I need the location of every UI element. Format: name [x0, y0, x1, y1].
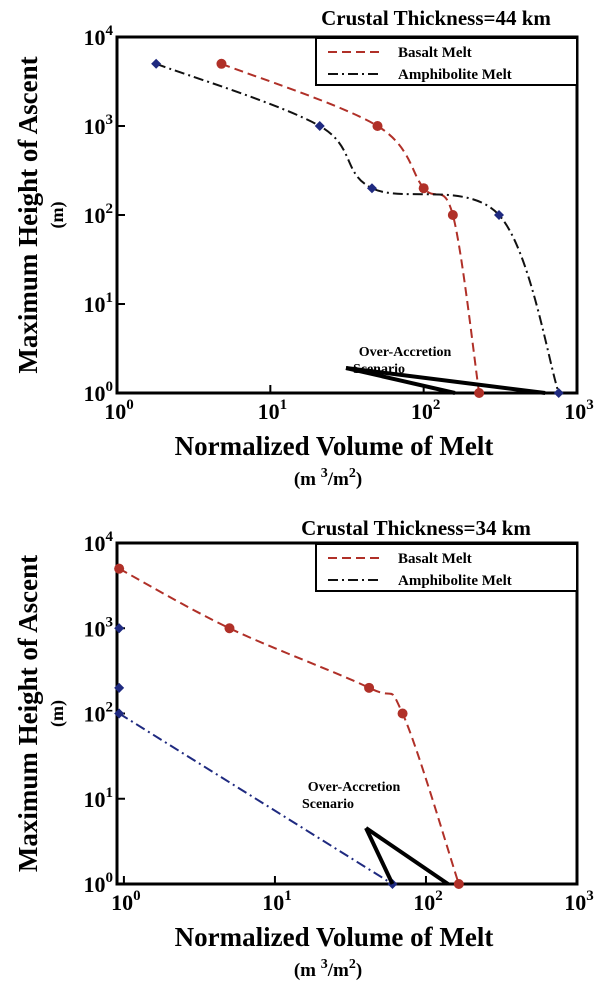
y-axis-label: Maximum Height of Ascent	[13, 555, 43, 872]
x-tick-label: 103	[564, 888, 594, 915]
y-tick-label: 102	[84, 700, 114, 727]
annotation-text: Scenario	[302, 797, 354, 812]
legend-label: Amphibolite Melt	[398, 573, 512, 589]
y-tick-label: 101	[84, 290, 114, 317]
legend-label: Basalt Melt	[398, 551, 472, 567]
series-line-amphibolite	[118, 712, 393, 885]
data-point-basalt	[453, 879, 464, 889]
y-axis-unit: (m)	[47, 202, 68, 229]
data-point-amphibolite	[151, 58, 162, 69]
x-tick-label: 100	[104, 397, 134, 424]
data-point-basalt	[364, 682, 375, 693]
y-tick-label: 100	[84, 870, 114, 897]
legend-box	[315, 37, 578, 86]
data-point-amphibolite	[494, 210, 505, 220]
y-axis-unit: (m)	[47, 700, 68, 727]
data-point-basalt	[447, 210, 458, 220]
annotation-text: Over-Accretion	[359, 345, 452, 360]
y-axis-label: Maximum Height of Ascent	[13, 56, 43, 373]
series-line-amphibolite	[155, 62, 560, 394]
data-point-basalt	[418, 183, 429, 194]
annotation-arrow	[364, 827, 395, 885]
data-point-basalt	[216, 58, 227, 69]
chart-title: Crustal Thickness=34 km	[301, 516, 531, 540]
y-tick-label: 104	[84, 23, 114, 50]
x-axis-label: Normalized Volume of Melt	[175, 431, 494, 461]
data-point-amphibolite	[314, 121, 325, 131]
data-point-basalt	[397, 708, 408, 719]
x-axis-label: Normalized Volume of Melt	[175, 922, 494, 952]
data-point-amphibolite	[114, 623, 125, 634]
x-axis-unit: (m 3/m2)	[294, 466, 362, 490]
x-tick-label: 102	[413, 888, 443, 915]
data-point-basalt	[372, 121, 383, 131]
data-point-amphibolite	[553, 388, 564, 398]
data-point-basalt	[224, 623, 235, 634]
series-line-basalt	[118, 567, 460, 885]
chart-title: Crustal Thickness=44 km	[321, 6, 551, 30]
series-line-basalt	[221, 62, 481, 394]
chart-1: Crustal Thickness=44 km 100 101 102 103 100 10…	[13, 6, 594, 490]
data-point-amphibolite	[366, 183, 377, 194]
annotation-arrow	[345, 366, 546, 395]
data-point-amphibolite	[114, 708, 125, 719]
plot-frame	[115, 541, 579, 886]
x-tick-label: 100	[111, 888, 140, 915]
plot-frame	[115, 35, 579, 395]
legend-box	[315, 543, 578, 592]
legend-label: Amphibolite Melt	[398, 67, 512, 83]
y-tick-label: 104	[84, 529, 114, 556]
annotation-text: Over-Accretion	[308, 780, 401, 795]
data-point-basalt	[474, 388, 485, 398]
y-tick-label: 103	[84, 614, 114, 641]
y-tick-label: 103	[84, 112, 114, 139]
data-point-amphibolite	[114, 682, 125, 693]
y-tick-label: 100	[84, 379, 114, 406]
chart-2: Crustal Thickness=34 km 100 101 102 103 100 10…	[13, 516, 594, 981]
x-tick-label: 101	[262, 888, 292, 915]
legend-label: Basalt Melt	[398, 45, 472, 61]
x-tick-label: 102	[411, 397, 441, 424]
x-axis-unit: (m 3/m2)	[294, 957, 362, 981]
x-tick-label: 103	[564, 397, 594, 424]
data-point-basalt	[114, 563, 125, 574]
x-tick-label: 101	[258, 397, 288, 424]
y-tick-label: 102	[84, 201, 114, 228]
annotation-arrow	[364, 826, 450, 886]
y-tick-label: 101	[84, 785, 114, 812]
